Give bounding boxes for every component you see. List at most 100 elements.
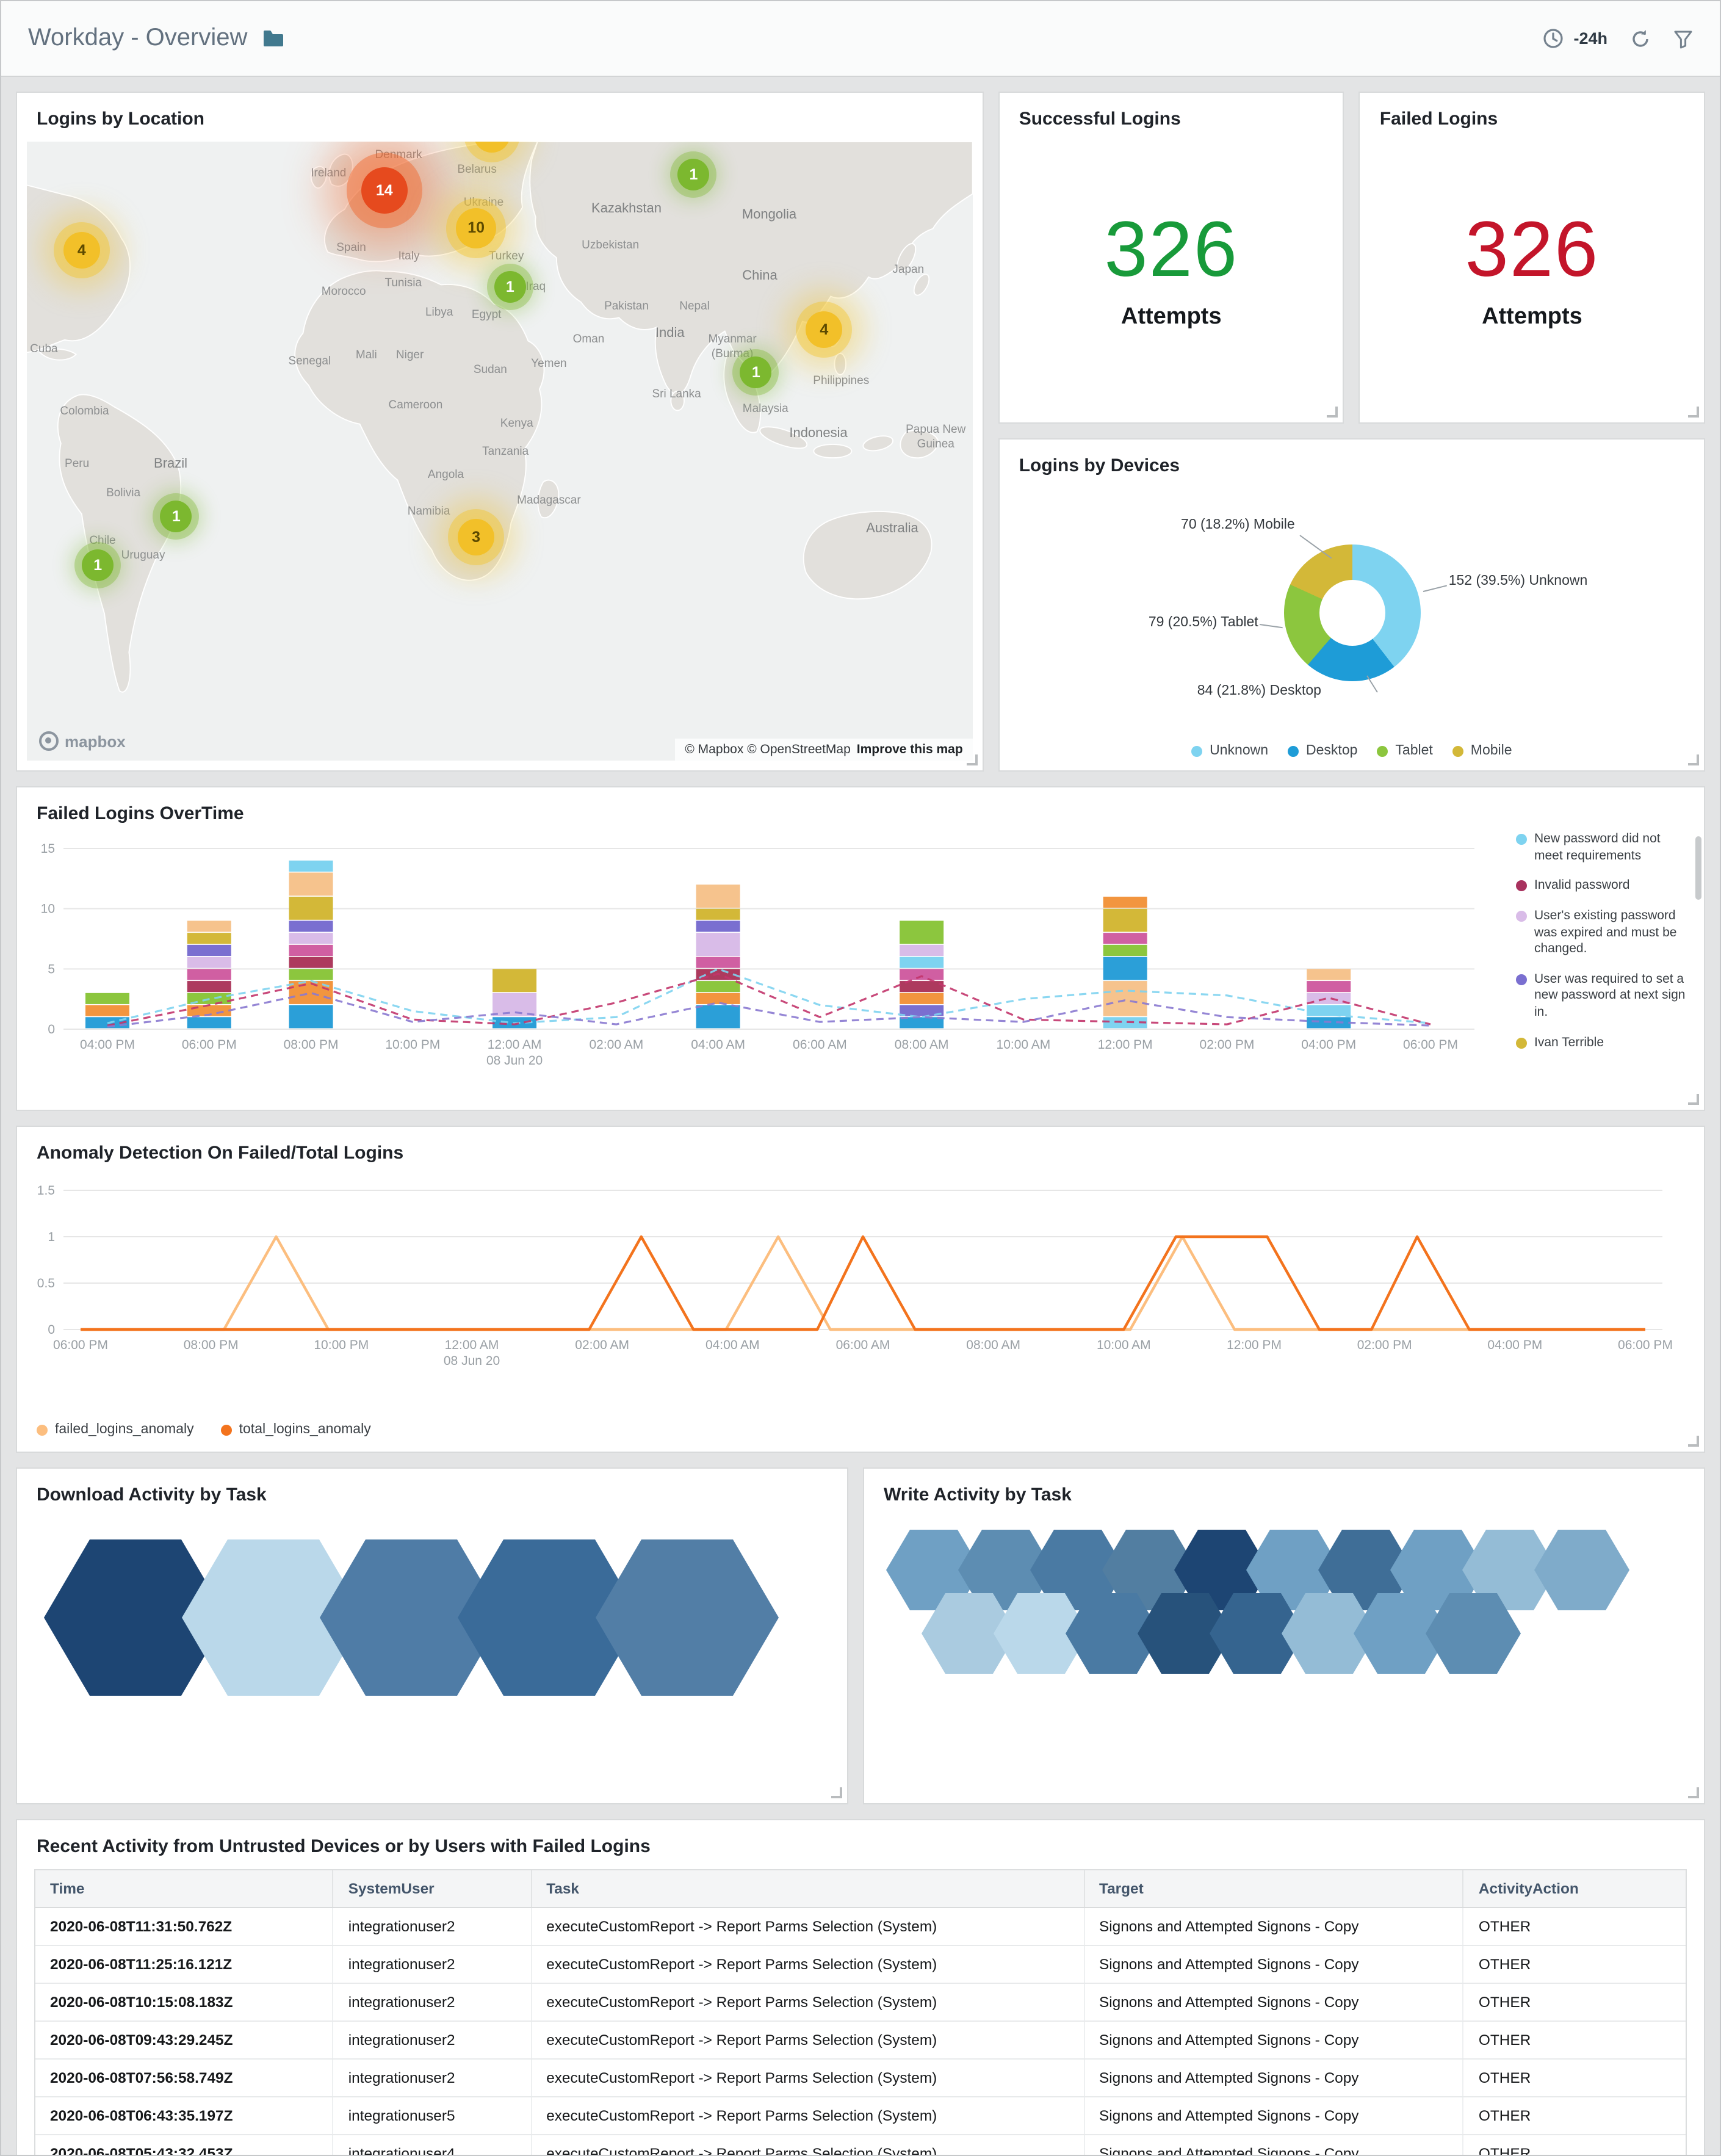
bar-segment bbox=[1103, 957, 1147, 980]
x-axis-label: 04:00 PM bbox=[1301, 1038, 1356, 1052]
table-row[interactable]: 2020-06-08T10:15:08.183Z integrationuser2… bbox=[35, 1984, 1686, 2022]
x-axis-label: 04:00 AM bbox=[705, 1338, 760, 1352]
table-header-time[interactable]: Time bbox=[50, 1880, 85, 1897]
time-range-value[interactable]: -24h bbox=[1573, 29, 1607, 48]
map-country-label: Philippines bbox=[813, 374, 870, 388]
overtime-chart[interactable]: 0 5 10 15 04:00 PM 06:00 PM 08:00 PM 10:00 PM 12… bbox=[27, 834, 1487, 1090]
world-map[interactable]: Ireland Denmark Belarus Ukraine Kazakhstan Mo… bbox=[27, 142, 973, 761]
map-landmass bbox=[27, 142, 973, 693]
devices-donut-chart[interactable] bbox=[1283, 544, 1421, 681]
bar-segment bbox=[1103, 908, 1147, 932]
resize-handle[interactable] bbox=[1688, 1436, 1699, 1447]
map-cluster-marker[interactable]: 14 bbox=[361, 167, 408, 214]
table-header-activityaction[interactable]: ActivityAction bbox=[1462, 1870, 1686, 1907]
resize-handle[interactable] bbox=[1327, 407, 1338, 418]
trend-line bbox=[107, 992, 1431, 1028]
legend-label: Desktop bbox=[1306, 743, 1358, 758]
devices-legend-item-mobile[interactable]: Mobile bbox=[1452, 743, 1512, 758]
bar-segment bbox=[85, 1005, 129, 1016]
x-axis-label: 10:00 PM bbox=[385, 1038, 440, 1052]
failed-logins-unit: Attempts bbox=[1482, 304, 1582, 330]
legend-label: Tablet bbox=[1395, 743, 1433, 758]
table-row[interactable]: 2020-06-08T11:25:16.121Z integrationuser2… bbox=[35, 1946, 1686, 1984]
anomaly-legend-item[interactable]: failed_logins_anomaly bbox=[37, 1422, 194, 1437]
hex-task-cell[interactable] bbox=[1426, 1593, 1521, 1674]
x-axis-label: 12:00 PM bbox=[1227, 1338, 1282, 1352]
x-axis-label: 04:00 AM bbox=[691, 1038, 745, 1052]
bar-segment bbox=[900, 993, 944, 1004]
devices-legend-item-unknown[interactable]: Unknown bbox=[1191, 743, 1268, 758]
y-axis-label: 1.5 bbox=[37, 1184, 55, 1198]
panel-logins-by-location: Logins by Location bbox=[16, 92, 984, 772]
folder-icon[interactable] bbox=[262, 29, 284, 48]
hex-task-cell[interactable] bbox=[596, 1539, 779, 1696]
table-row[interactable]: 2020-06-08T07:56:58.749Z integrationuser2… bbox=[35, 2060, 1686, 2097]
legend-label: Ivan Terrible bbox=[1534, 1035, 1604, 1049]
table-cell: executeCustomReport -> Report Parms Sele… bbox=[530, 2022, 1083, 2058]
resize-handle[interactable] bbox=[966, 754, 978, 765]
table-header-target[interactable]: Target bbox=[1083, 1870, 1463, 1907]
legend-label: User's existing password was expired and… bbox=[1534, 908, 1677, 957]
map-cluster-marker[interactable] bbox=[474, 142, 511, 153]
devices-legend-item-tablet[interactable]: Tablet bbox=[1377, 743, 1433, 758]
overtime-legend-item[interactable]: New password did not meet requirements bbox=[1516, 831, 1687, 865]
table-cell: 2020-06-08T06:43:35.197Z bbox=[50, 2107, 233, 2124]
bar-segment bbox=[900, 921, 944, 944]
map-cluster-marker[interactable]: 3 bbox=[458, 519, 495, 556]
overtime-legend-item[interactable]: Invalid password bbox=[1516, 878, 1687, 895]
map-cluster-marker[interactable]: 1 bbox=[677, 159, 710, 191]
mapbox-logo[interactable]: mapbox bbox=[39, 731, 126, 751]
overtime-legend-item[interactable]: Ivan Terrible bbox=[1516, 1035, 1687, 1049]
table-row[interactable]: 2020-06-08T05:43:32.453Z integrationuser4… bbox=[35, 2135, 1686, 2155]
top-bar: Workday - Overview -24h bbox=[1, 1, 1720, 77]
y-axis-label: 15 bbox=[41, 842, 55, 856]
map-cluster-marker[interactable]: 4 bbox=[806, 311, 843, 349]
x-axis-label: 06:00 PM bbox=[53, 1338, 108, 1352]
resize-handle[interactable] bbox=[1688, 407, 1699, 418]
refresh-icon[interactable] bbox=[1629, 27, 1651, 49]
devices-legend-item-desktop[interactable]: Desktop bbox=[1288, 743, 1357, 758]
map-cluster-marker[interactable]: 1 bbox=[160, 501, 192, 533]
hex-task-cell[interactable] bbox=[1534, 1530, 1629, 1610]
anomaly-chart[interactable]: 0 0.5 1 1.5 06:00 PM 08:00 PM 10:00 PM 12:00 AM… bbox=[27, 1176, 1677, 1373]
resize-handle[interactable] bbox=[1688, 1787, 1699, 1798]
map-country-label: Ukraine bbox=[463, 195, 504, 209]
x-axis-label: 04:00 PM bbox=[1487, 1338, 1542, 1352]
overtime-legend-item[interactable]: User's existing password was expired and… bbox=[1516, 908, 1687, 958]
table-row[interactable]: 2020-06-08T09:43:29.245Z integrationuser2… bbox=[35, 2022, 1686, 2060]
anomaly-legend-item[interactable]: total_logins_anomaly bbox=[220, 1422, 371, 1437]
overtime-legend-item[interactable]: User was required to set a new password … bbox=[1516, 972, 1687, 1022]
legend-dot bbox=[1377, 745, 1388, 756]
panel-write-activity: Write Activity by Task bbox=[863, 1467, 1705, 1804]
x-axis-label: 08:00 AM bbox=[895, 1038, 949, 1052]
table-header-systemuser[interactable]: SystemUser bbox=[332, 1870, 530, 1907]
clock-icon[interactable] bbox=[1543, 28, 1564, 49]
panel-title: Download Activity by Task bbox=[37, 1485, 267, 1505]
bar-segment bbox=[289, 872, 333, 896]
table-row[interactable]: 2020-06-08T06:43:35.197Z integrationuser5… bbox=[35, 2097, 1686, 2135]
table-cell: Signons and Attempted Signons - Copy bbox=[1083, 2097, 1463, 2134]
mapbox-logo-text: mapbox bbox=[65, 732, 126, 750]
attribution-text[interactable]: © Mapbox © OpenStreetMap bbox=[685, 742, 851, 757]
map-cluster-marker[interactable]: 1 bbox=[740, 356, 772, 388]
map-cluster-marker[interactable]: 1 bbox=[494, 270, 526, 303]
improve-map-link[interactable]: Improve this map bbox=[856, 742, 963, 757]
donut-callout-desktop: 84 (21.8%) Desktop bbox=[1197, 684, 1321, 698]
resize-handle[interactable] bbox=[1688, 754, 1699, 765]
table-header-task[interactable]: Task bbox=[530, 1870, 1083, 1907]
map-country-label: Papua New bbox=[906, 423, 966, 437]
filter-icon[interactable] bbox=[1673, 29, 1693, 48]
map-country-label: Malaysia bbox=[742, 402, 788, 416]
recent-activity-table: Time SystemUser Task Target ActivityAction 2… bbox=[34, 1869, 1687, 2155]
resize-handle[interactable] bbox=[831, 1787, 842, 1798]
bar-segment bbox=[85, 993, 129, 1004]
map-cluster-marker[interactable]: 10 bbox=[456, 208, 497, 248]
map-country-label: Oman bbox=[572, 332, 605, 346]
map-cluster-marker[interactable]: 4 bbox=[63, 232, 100, 269]
legend-label: failed_logins_anomaly bbox=[55, 1422, 194, 1437]
map-cluster-marker[interactable]: 1 bbox=[82, 549, 114, 582]
bar-segment bbox=[696, 933, 740, 956]
legend-scrollbar[interactable] bbox=[1695, 836, 1701, 900]
table-row[interactable]: 2020-06-08T11:31:50.762Z integrationuser2… bbox=[35, 1908, 1686, 1946]
resize-handle[interactable] bbox=[1688, 1094, 1699, 1105]
